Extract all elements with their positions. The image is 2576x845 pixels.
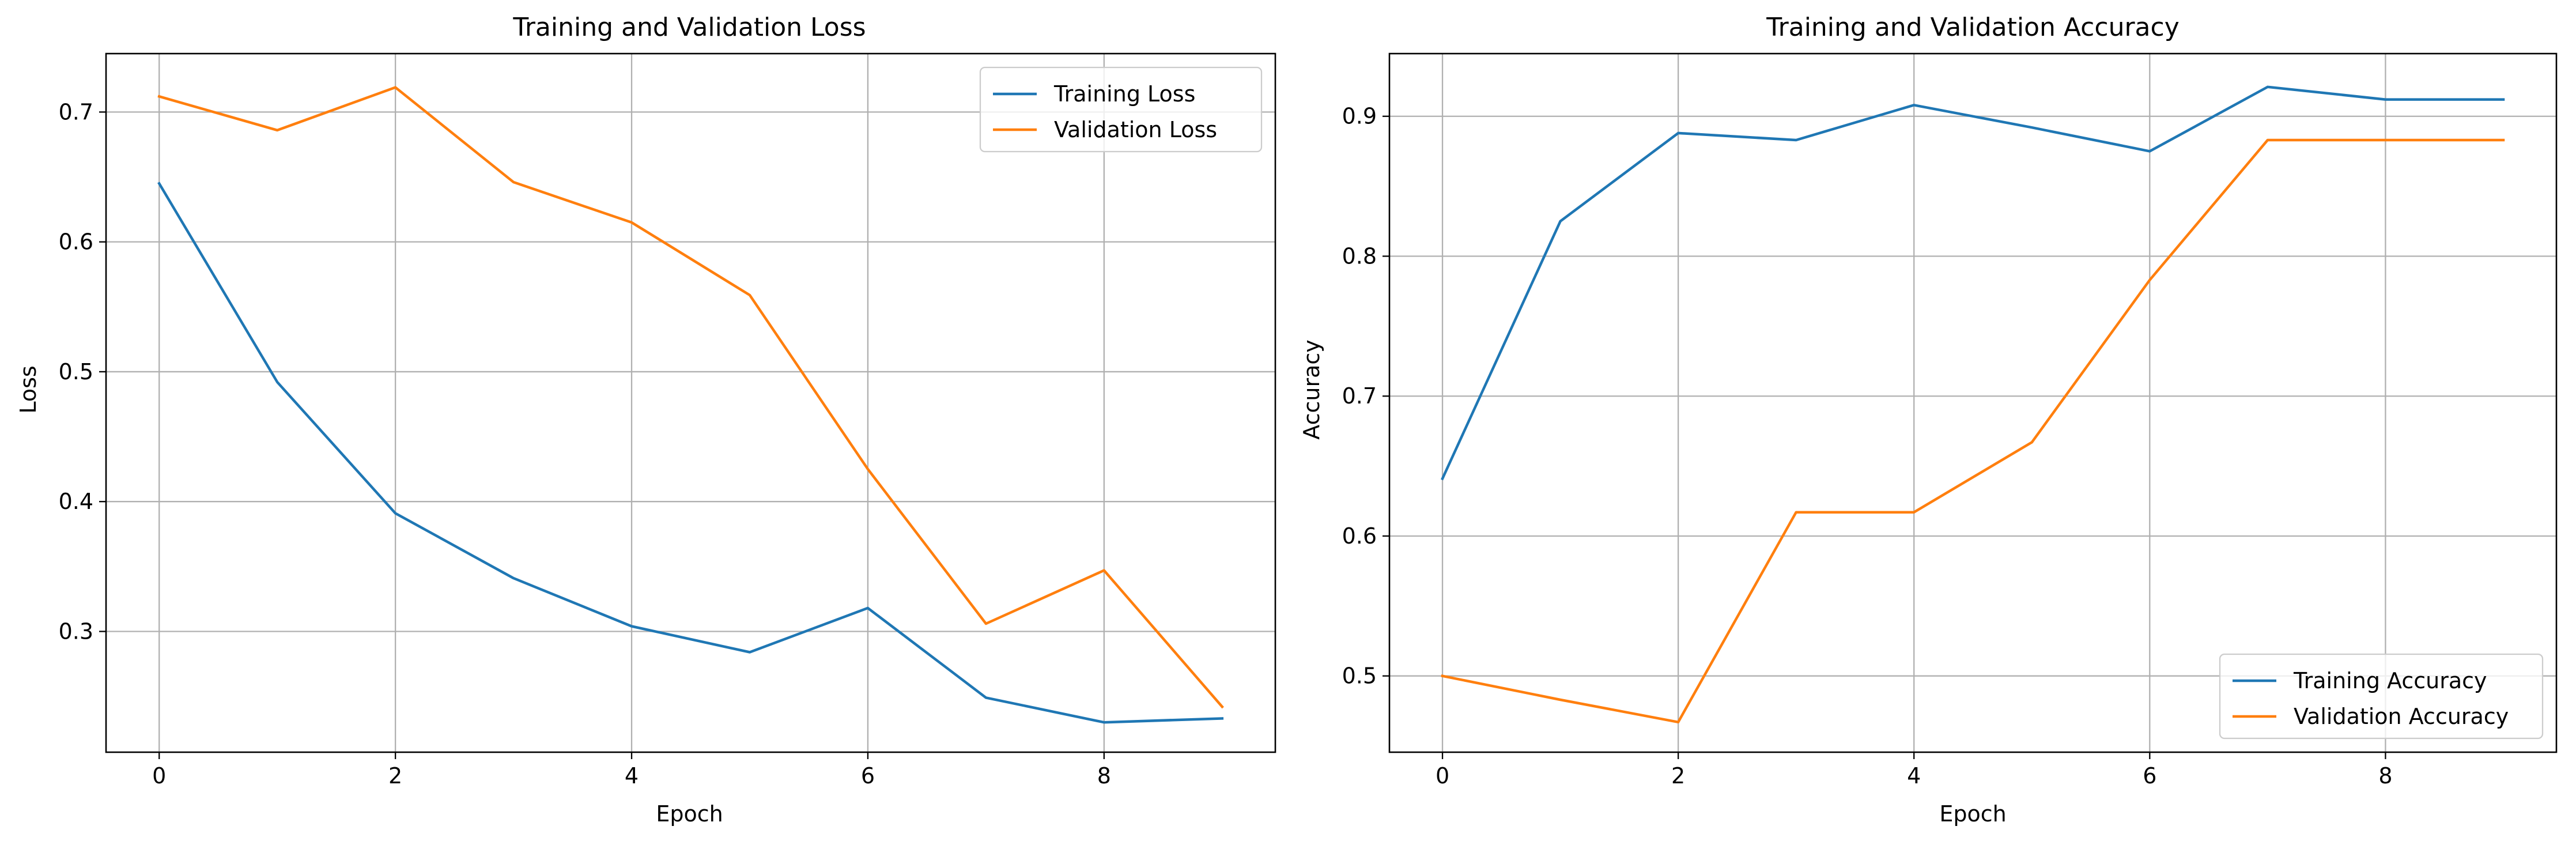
loss-ytick-label: 0.4 (59, 489, 93, 514)
accuracy-ytick-label: 0.8 (1342, 243, 1377, 269)
accuracy-series-line-validation (1441, 138, 2505, 724)
loss-legend: Training Loss Validation Loss (979, 66, 1263, 153)
loss-ytick-label: 0.3 (59, 618, 93, 644)
accuracy-xtick-label: 2 (1671, 763, 1685, 789)
accuracy-xtick-label: 6 (2143, 763, 2156, 789)
loss-ytick-label: 0.6 (59, 229, 93, 255)
accuracy-chart-title: Training and Validation Accuracy (1766, 13, 2180, 42)
loss-series-line-training (157, 182, 1224, 724)
loss-xtick-label: 6 (861, 763, 875, 789)
loss-xtick-label: 2 (388, 763, 402, 789)
loss-legend-box (979, 66, 1263, 153)
accuracy-ytick-label: 0.5 (1342, 663, 1377, 689)
accuracy-ytick-label: 0.7 (1342, 383, 1377, 409)
loss-ytick-label: 0.7 (59, 99, 93, 125)
accuracy-legend-label: Training Accuracy (2293, 668, 2487, 693)
accuracy-ytick-label: 0.6 (1342, 523, 1377, 549)
accuracy-series-line-training (1441, 85, 2505, 481)
accuracy-xtick-label: 8 (2378, 763, 2392, 789)
loss-xtick-label: 4 (625, 763, 639, 789)
loss-xtick-label: 0 (152, 763, 166, 789)
accuracy-chart-xlabel: Epoch (1939, 801, 2006, 827)
loss-series-line-validation (157, 86, 1224, 709)
accuracy-chart: Training and Validation Accuracy Epoch A… (1299, 13, 2558, 827)
loss-chart-xlabel: Epoch (656, 801, 723, 827)
accuracy-xtick-label: 0 (1436, 763, 1449, 789)
accuracy-axes-frame (1388, 52, 2558, 753)
accuracy-ytick-label: 0.9 (1342, 104, 1377, 129)
loss-ytick-label: 0.5 (59, 359, 93, 384)
loss-legend-label: Training Loss (1053, 81, 1195, 107)
accuracy-xtick-label: 4 (1907, 763, 1921, 789)
loss-chart: Training and Validation Loss Epoch Loss … (16, 13, 1276, 827)
loss-chart-ylabel: Loss (16, 365, 41, 413)
accuracy-legend-label: Validation Accuracy (2294, 704, 2509, 729)
accuracy-legend: Training Accuracy Validation Accuracy (2219, 653, 2544, 740)
loss-xtick-label: 8 (1097, 763, 1111, 789)
loss-chart-title: Training and Validation Loss (512, 13, 866, 42)
loss-legend-label: Validation Loss (1054, 117, 1217, 142)
accuracy-legend-box (2219, 653, 2544, 740)
loss-axes-frame (105, 52, 1276, 753)
accuracy-chart-ylabel: Accuracy (1299, 339, 1324, 440)
